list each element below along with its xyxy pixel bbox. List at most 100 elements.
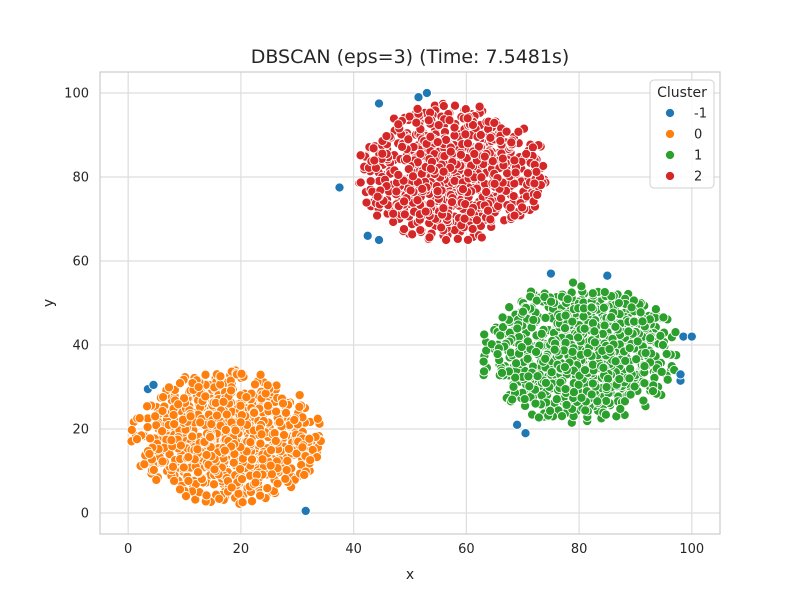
data-point bbox=[294, 401, 305, 412]
data-point bbox=[510, 167, 521, 178]
data-point bbox=[624, 343, 635, 354]
legend-entries: -1 0 1 2 bbox=[664, 107, 707, 185]
data-point bbox=[462, 138, 473, 149]
legend: Cluster -1 0 1 2 bbox=[649, 79, 715, 189]
data-point bbox=[560, 310, 571, 321]
legend-label: -1 bbox=[694, 107, 707, 122]
data-point bbox=[235, 464, 246, 475]
data-point bbox=[169, 475, 180, 486]
data-point bbox=[226, 482, 237, 493]
data-point bbox=[278, 429, 290, 441]
data-point bbox=[521, 148, 532, 159]
data-point bbox=[235, 400, 246, 411]
data-point bbox=[169, 419, 180, 430]
data-point bbox=[540, 377, 551, 388]
data-point bbox=[449, 122, 460, 133]
data-point bbox=[632, 336, 643, 347]
data-point bbox=[613, 298, 624, 309]
data-point bbox=[640, 347, 651, 359]
x-tick-label: 60 bbox=[458, 542, 475, 557]
data-point bbox=[487, 156, 498, 167]
data-point bbox=[361, 197, 372, 208]
y-axis-label: y bbox=[41, 299, 57, 307]
data-point bbox=[415, 225, 426, 236]
data-point bbox=[489, 117, 500, 128]
data-point bbox=[145, 433, 156, 444]
data-point bbox=[245, 437, 256, 448]
data-point bbox=[167, 461, 179, 472]
data-point bbox=[467, 223, 478, 235]
data-point bbox=[589, 337, 600, 348]
data-point bbox=[262, 380, 273, 391]
data-point bbox=[424, 232, 435, 243]
data-point bbox=[625, 363, 636, 374]
data-point bbox=[501, 126, 512, 137]
data-point bbox=[271, 406, 282, 417]
data-point bbox=[545, 405, 556, 416]
x-tick-label: 100 bbox=[679, 542, 704, 557]
data-point bbox=[533, 412, 544, 423]
data-point bbox=[412, 103, 423, 114]
data-point bbox=[623, 326, 634, 337]
data-point bbox=[602, 373, 614, 384]
data-point bbox=[142, 401, 153, 412]
data-point bbox=[528, 314, 539, 325]
data-point bbox=[507, 394, 518, 405]
data-point bbox=[497, 322, 509, 333]
data-point bbox=[401, 153, 413, 164]
series-noise bbox=[142, 87, 697, 516]
data-point bbox=[532, 189, 543, 200]
data-point bbox=[391, 186, 402, 197]
data-point bbox=[580, 405, 591, 416]
data-point bbox=[168, 409, 179, 421]
data-point bbox=[497, 312, 508, 323]
data-point bbox=[560, 384, 571, 395]
data-point bbox=[562, 294, 573, 305]
data-point bbox=[237, 497, 248, 508]
data-point bbox=[255, 490, 266, 501]
data-point bbox=[283, 443, 294, 454]
data-point bbox=[205, 431, 216, 443]
data-point bbox=[519, 394, 530, 405]
data-point bbox=[211, 410, 223, 421]
data-point bbox=[274, 417, 285, 428]
y-tick-label: 80 bbox=[72, 171, 89, 186]
data-point bbox=[277, 398, 289, 409]
data-point bbox=[506, 137, 517, 148]
data-point bbox=[215, 371, 226, 382]
data-point bbox=[647, 386, 659, 397]
data-point bbox=[449, 100, 461, 111]
data-point bbox=[516, 342, 527, 353]
data-point bbox=[134, 413, 145, 424]
data-point bbox=[587, 378, 598, 389]
data-point bbox=[236, 474, 248, 485]
data-point bbox=[462, 113, 473, 124]
data-point bbox=[206, 419, 217, 430]
y-tick-label: 60 bbox=[72, 255, 89, 270]
data-point bbox=[496, 367, 508, 378]
data-point bbox=[556, 411, 568, 422]
data-point bbox=[614, 374, 625, 385]
data-point bbox=[478, 366, 490, 377]
data-point bbox=[305, 455, 316, 466]
data-point bbox=[573, 332, 584, 343]
data-point bbox=[175, 440, 186, 451]
data-point bbox=[289, 414, 300, 426]
data-point bbox=[675, 369, 686, 380]
data-point bbox=[639, 378, 650, 389]
data-point bbox=[249, 407, 260, 418]
data-point bbox=[482, 205, 494, 216]
data-point bbox=[393, 119, 404, 130]
data-point bbox=[587, 318, 598, 329]
data-point bbox=[598, 302, 609, 313]
data-point bbox=[492, 349, 503, 360]
series-cluster-1 bbox=[478, 277, 682, 428]
data-point bbox=[489, 178, 500, 189]
data-point bbox=[478, 356, 489, 367]
data-point bbox=[546, 296, 557, 307]
data-point bbox=[265, 460, 276, 471]
data-point bbox=[433, 120, 444, 131]
data-point bbox=[445, 146, 456, 157]
data-point bbox=[524, 381, 535, 392]
